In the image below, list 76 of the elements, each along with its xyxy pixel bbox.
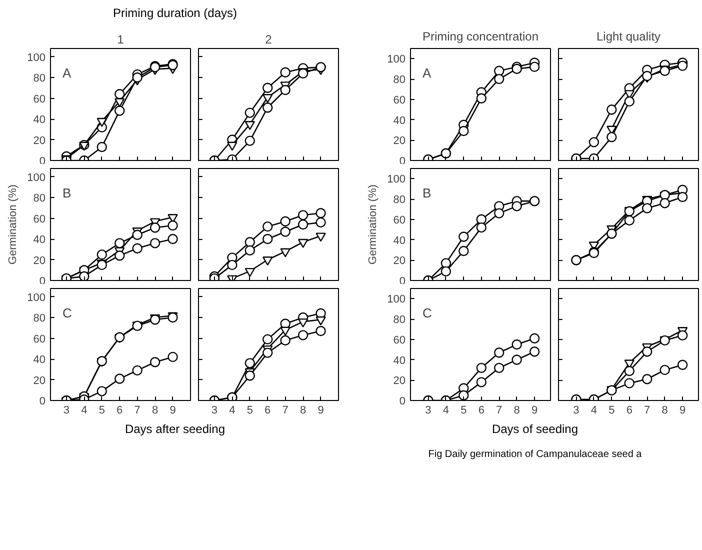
x-tick-label: 3 [425, 404, 432, 416]
text: Fig Daily germination of Campanulaceae seed a [428, 448, 642, 462]
y-tick-label: 100 [387, 294, 406, 306]
y-tick-label: 40 [33, 354, 46, 366]
y-tick-label: 20 [33, 134, 46, 147]
x-tick-label: 9 [531, 404, 538, 416]
y-tick-label: 60 [393, 334, 406, 346]
y-axis-title: Germination (%) [7, 184, 20, 265]
y-tick-label: 40 [33, 234, 46, 246]
y-tick-label: 60 [393, 214, 406, 226]
x-tick-label: 6 [264, 404, 271, 417]
y-tick-label: 100 [387, 54, 406, 66]
x-tick-label: 4 [81, 404, 88, 417]
y-tick-label: 20 [393, 375, 406, 388]
y-tick-label: 20 [393, 135, 406, 148]
y-tick-label: 80 [33, 192, 46, 205]
x-tick-label: 7 [134, 404, 140, 417]
x-tick-label: 9 [318, 404, 324, 417]
y-tick-label: 100 [387, 174, 406, 186]
x-tick-label: 4 [442, 404, 450, 416]
x-tick-label: 5 [460, 404, 467, 416]
y-tick-label: 80 [393, 194, 406, 206]
x-tick-label: 7 [644, 404, 650, 416]
y-tick-label: 60 [33, 333, 46, 346]
y-tick-label: 0 [399, 396, 406, 408]
y-tick-label: 60 [33, 213, 46, 226]
x-tick-label: 4 [590, 404, 598, 416]
y-tick-label: 40 [393, 234, 406, 247]
y-tick-label: 20 [393, 255, 406, 268]
annotation: C [422, 306, 432, 320]
x-axis-title: Days after seeding [124, 421, 226, 438]
y-tick-label: 80 [33, 312, 46, 325]
x-tick-label: 4 [229, 404, 236, 417]
chart-title: Light quality [596, 30, 661, 44]
x-tick-label: 8 [152, 404, 158, 417]
annotation: B [422, 186, 432, 200]
x-tick-label: 8 [662, 404, 668, 416]
annotation: B [62, 186, 72, 201]
x-tick-label: 7 [496, 404, 502, 416]
y-tick-label: 0 [39, 396, 46, 408]
annotation: A [422, 66, 432, 80]
y-tick-label: 20 [33, 374, 46, 387]
chart-subtitle: Priming duration (days) [112, 5, 238, 22]
x-tick-label: 5 [246, 404, 253, 417]
x-tick-label: 6 [626, 404, 632, 416]
x-tick-label: 8 [300, 404, 306, 417]
x-tick-label: 6 [478, 404, 484, 416]
x-tick-label: 9 [170, 404, 176, 417]
y-tick-label: 40 [393, 114, 406, 127]
y-tick-label: 80 [33, 72, 46, 85]
x-tick-label: 6 [116, 404, 123, 417]
y-tick-label: 40 [393, 354, 406, 367]
x-axis-title: Days of seeding [492, 421, 578, 438]
annotation: C [62, 306, 72, 321]
y-tick-label: 80 [393, 314, 406, 326]
chart-title: 1 [117, 32, 124, 47]
y-tick-label: 100 [27, 52, 46, 64]
x-tick-label: 3 [63, 404, 70, 417]
x-tick-label: 7 [282, 404, 288, 417]
y-tick-label: 40 [33, 114, 46, 126]
x-tick-label: 5 [98, 404, 105, 417]
y-axis-title: Germination (%) [367, 184, 380, 265]
y-tick-label: 60 [393, 94, 406, 106]
y-tick-label: 20 [33, 254, 46, 267]
y-tick-label: 100 [27, 292, 46, 304]
annotation: A [62, 66, 72, 81]
chart-title: Priming concentration [422, 30, 539, 44]
y-tick-label: 100 [27, 172, 46, 184]
x-tick-label: 8 [514, 404, 520, 416]
x-tick-label: 9 [679, 404, 686, 416]
x-tick-label: 3 [573, 404, 580, 416]
chart-title: 2 [265, 32, 272, 47]
x-tick-label: 3 [211, 404, 218, 417]
y-tick-label: 60 [33, 93, 46, 106]
x-tick-label: 5 [608, 404, 615, 416]
y-tick-label: 80 [393, 74, 406, 86]
